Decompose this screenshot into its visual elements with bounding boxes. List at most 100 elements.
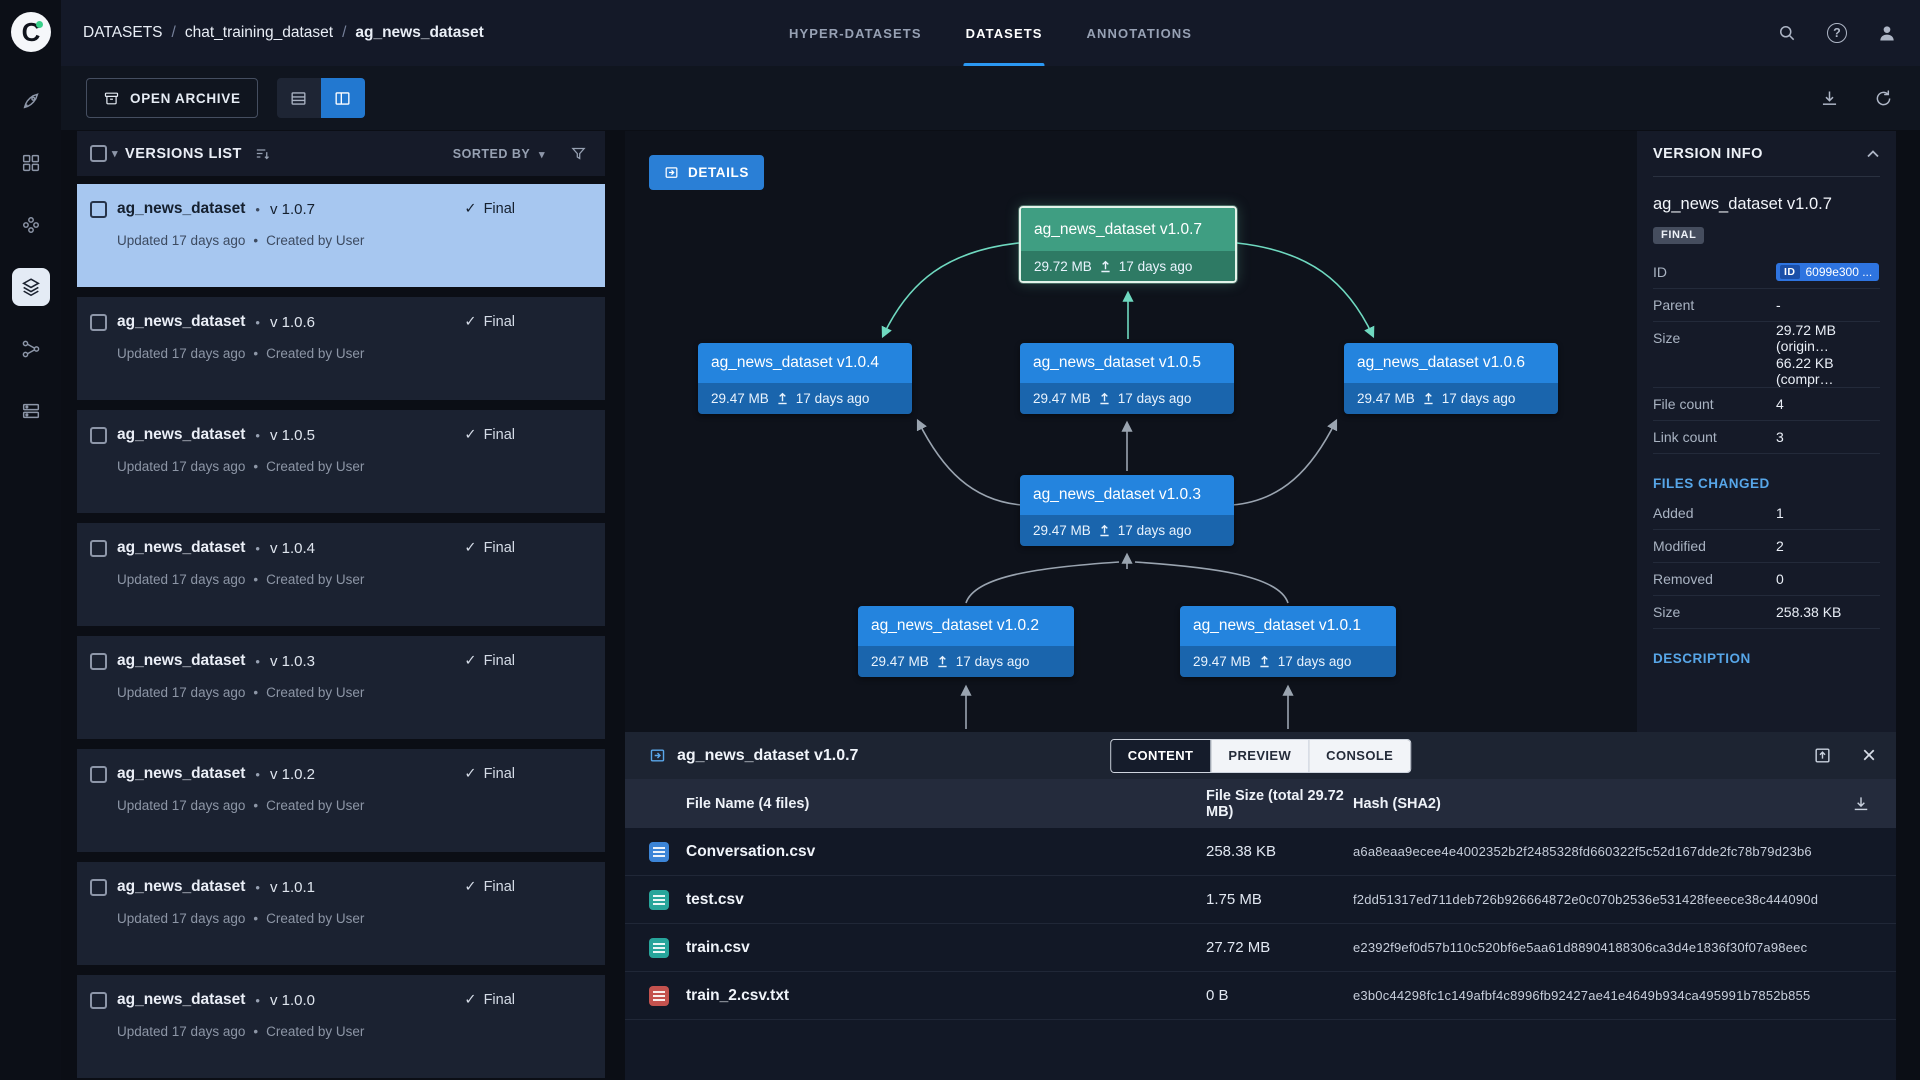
tab-hyper-datasets[interactable]: HYPER-DATASETS <box>788 25 922 41</box>
table-view-button[interactable] <box>276 78 321 118</box>
id-value-pill[interactable]: ID 6099e300 ... <box>1776 262 1880 281</box>
split-view-button[interactable] <box>320 78 365 118</box>
version-checkbox[interactable] <box>90 991 107 1009</box>
file-panel-icons: × <box>1810 743 1876 769</box>
search-icon[interactable] <box>1774 20 1800 46</box>
file-row[interactable]: Conversation.csv 258.38 KB a6a8eaa9ecee4… <box>625 828 1896 876</box>
tab-console[interactable]: CONSOLE <box>1309 739 1411 772</box>
version-item-1-0-6[interactable]: ag_news_dataset • v 1.0.6 ✓ Final Updated… <box>77 297 605 400</box>
node-size: 29.47 MB <box>1193 654 1251 669</box>
sorted-by-control[interactable]: SORTED BY ▾ <box>453 147 552 161</box>
column-file-size[interactable]: File Size (total 29.72 MB) <box>1206 787 1344 820</box>
file-row[interactable]: train_2.csv.txt 0 B e3b0c44298fc1c149afb… <box>625 972 1896 1020</box>
graph-node-v1-0-3[interactable]: ag_news_dataset v1.0.3 29.47 MB 17 days a… <box>1020 475 1234 546</box>
version-number: v 1.0.2 <box>269 765 315 783</box>
version-item-1-0-2[interactable]: ag_news_dataset • v 1.0.2 ✓ Final Updated… <box>77 749 605 852</box>
tab-preview[interactable]: PREVIEW <box>1211 739 1310 772</box>
file-panel-tabs: CONTENT PREVIEW CONSOLE <box>1109 738 1412 773</box>
version-item-1-0-0[interactable]: ag_news_dataset • v 1.0.0 ✓ Final Updated… <box>77 975 605 1078</box>
description-title: DESCRIPTION <box>1653 650 1751 666</box>
file-row[interactable]: train.csv 27.72 MB e2392f9ef0d57b110c520… <box>625 924 1896 972</box>
download-icon[interactable] <box>1816 85 1842 111</box>
bullet: • <box>255 427 260 443</box>
graph-node-v1-0-2[interactable]: ag_news_dataset v1.0.2 29.47 MB 17 days a… <box>858 606 1074 677</box>
version-checkbox[interactable] <box>90 878 107 896</box>
version-number: v 1.0.0 <box>269 991 315 1009</box>
auto-refresh-icon[interactable] <box>1870 85 1896 111</box>
column-file-name[interactable]: File Name (4 files) <box>686 795 810 812</box>
file-size: 1.75 MB <box>1206 891 1262 908</box>
version-checkbox[interactable] <box>90 539 107 557</box>
close-icon[interactable]: × <box>1861 741 1876 769</box>
sidebar-item-projects[interactable] <box>12 144 50 182</box>
breadcrumb-dataset[interactable]: ag_news_dataset <box>355 24 484 41</box>
expand-panel-icon[interactable] <box>1810 743 1836 769</box>
chevron-up-icon[interactable] <box>1866 147 1880 161</box>
version-item-1-0-1[interactable]: ag_news_dataset • v 1.0.1 ✓ Final Updated… <box>77 862 605 965</box>
sidebar-item-reports[interactable] <box>12 206 50 244</box>
sidebar-item-pipelines[interactable] <box>12 330 50 368</box>
open-archive-button[interactable]: OPEN ARCHIVE <box>86 78 258 118</box>
versions-list-panel: ▾ VERSIONS LIST SORTED BY ▾ ag_news_data… <box>77 131 605 1080</box>
version-name: ag_news_dataset <box>117 426 246 443</box>
open-archive-label: OPEN ARCHIVE <box>130 90 241 106</box>
download-files-icon[interactable] <box>1848 779 1874 828</box>
version-item-1-0-7[interactable]: ag_news_dataset • v 1.0.7 ✓ Final Updated… <box>77 184 605 287</box>
tab-annotations[interactable]: ANNOTATIONS <box>1086 25 1193 41</box>
table-view-icon <box>291 91 306 105</box>
version-info-title: VERSION INFO <box>1653 145 1763 162</box>
version-item-1-0-3[interactable]: ag_news_dataset • v 1.0.3 ✓ Final Updated… <box>77 636 605 739</box>
breadcrumb-datasets[interactable]: DATASETS <box>83 24 163 41</box>
version-info-name: ag_news_dataset v1.0.7 <box>1653 195 1832 213</box>
node-footer: 29.47 MB 17 days ago <box>1180 646 1396 677</box>
version-checkbox[interactable] <box>90 313 107 331</box>
version-item-1-0-5[interactable]: ag_news_dataset • v 1.0.5 ✓ Final Updated… <box>77 410 605 513</box>
graph-node-v1-0-7[interactable]: ag_news_dataset v1.0.7 29.72 MB 17 days a… <box>1019 206 1237 283</box>
version-meta: Updated 17 days ago • Created by User <box>117 911 365 926</box>
graph-node-v1-0-6[interactable]: ag_news_dataset v1.0.6 29.47 MB 17 days a… <box>1344 343 1558 414</box>
details-button[interactable]: DETAILS <box>649 155 764 190</box>
node-time: 17 days ago <box>955 654 1030 669</box>
tab-datasets[interactable]: DATASETS <box>963 0 1045 66</box>
sidebar-item-datasets[interactable] <box>11 268 50 306</box>
files-changed-title: FILES CHANGED <box>1653 475 1770 491</box>
version-checkbox[interactable] <box>90 652 107 670</box>
archive-icon <box>104 92 119 104</box>
node-footer: 29.47 MB 17 days ago <box>1344 383 1558 414</box>
tab-content[interactable]: CONTENT <box>1110 739 1212 772</box>
version-checkbox[interactable] <box>90 200 107 218</box>
sidebar-item-getting-started[interactable] <box>12 82 50 120</box>
graph-node-v1-0-1[interactable]: ag_news_dataset v1.0.1 29.47 MB 17 days a… <box>1180 606 1396 677</box>
status-badge: ✓ Final <box>464 427 515 443</box>
select-all-checkbox[interactable] <box>90 145 107 162</box>
version-info-header: VERSION INFO <box>1653 131 1880 177</box>
logo-letter: C <box>21 17 41 47</box>
file-row[interactable]: test.csv 1.75 MB f2dd51317ed711deb726b92… <box>625 876 1896 924</box>
info-row-removed: Removed 0 <box>1653 563 1880 596</box>
node-footer: 29.47 MB 17 days ago <box>698 383 912 414</box>
app-logo[interactable]: C <box>11 12 51 52</box>
version-item-1-0-4[interactable]: ag_news_dataset • v 1.0.4 ✓ Final Updated… <box>77 523 605 626</box>
caret-down-icon[interactable]: ▾ <box>112 148 119 160</box>
flower-icon <box>22 217 39 233</box>
sidebar-item-workers-queues[interactable] <box>12 392 50 430</box>
version-checkbox[interactable] <box>90 765 107 783</box>
breadcrumb-project[interactable]: chat_training_dataset <box>184 24 334 41</box>
bullet: • <box>255 879 260 895</box>
help-icon[interactable]: ? <box>1824 20 1850 46</box>
node-size: 29.47 MB <box>711 391 769 406</box>
filter-icon[interactable] <box>570 145 587 162</box>
user-avatar[interactable] <box>1874 20 1900 46</box>
file-name: train.csv <box>686 938 750 956</box>
txt-file-icon <box>649 985 669 1006</box>
column-hash[interactable]: Hash (SHA2) <box>1353 795 1441 812</box>
file-panel-header: ag_news_dataset v1.0.7 CONTENT PREVIEW C… <box>625 732 1896 779</box>
graph-node-v1-0-4[interactable]: ag_news_dataset v1.0.4 29.47 MB 17 days a… <box>698 343 912 414</box>
node-footer: 29.47 MB 17 days ago <box>1020 515 1234 546</box>
sort-icon[interactable] <box>254 145 271 162</box>
file-hash: e2392f9ef0d57b110c520bf6e5aa61d889041883… <box>1353 940 1808 955</box>
file-panel-title: ag_news_dataset v1.0.7 <box>649 747 858 765</box>
graph-node-v1-0-5[interactable]: ag_news_dataset v1.0.5 29.47 MB 17 days a… <box>1020 343 1234 414</box>
version-checkbox[interactable] <box>90 426 107 444</box>
